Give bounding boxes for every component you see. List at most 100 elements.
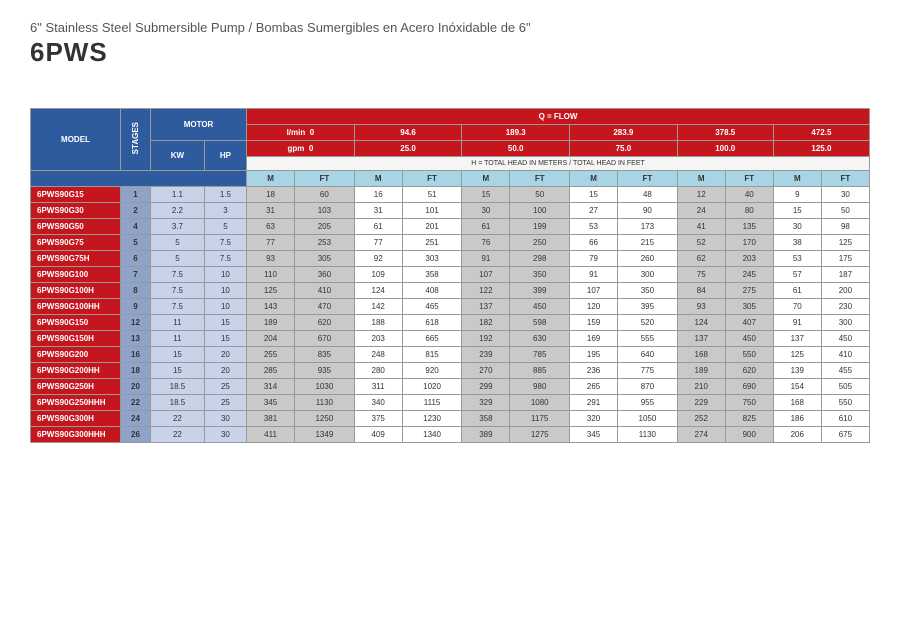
- data-cell: 1230: [402, 411, 462, 427]
- hp-cell: 25: [204, 379, 246, 395]
- data-cell: 815: [402, 347, 462, 363]
- data-cell: 285: [247, 363, 295, 379]
- model-cell: 6PWS90G300HHH: [31, 427, 121, 443]
- stages-cell: 9: [121, 299, 151, 315]
- data-cell: 690: [725, 379, 773, 395]
- hp-cell: 20: [204, 347, 246, 363]
- data-cell: 305: [295, 251, 355, 267]
- stages-cell: 7: [121, 267, 151, 283]
- kw-cell: 5: [151, 251, 205, 267]
- data-cell: 170: [725, 235, 773, 251]
- data-cell: 1340: [402, 427, 462, 443]
- table-row: 6PWS90G200HH1815202859352809202708852367…: [31, 363, 870, 379]
- hp-cell: 15: [204, 315, 246, 331]
- data-cell: 27: [570, 203, 618, 219]
- data-cell: 61: [773, 283, 821, 299]
- flow-col: 378.5: [677, 125, 773, 141]
- data-cell: 53: [773, 251, 821, 267]
- table-row: 6PWS90G10077.510110360109358107350913007…: [31, 267, 870, 283]
- stages-cell: 20: [121, 379, 151, 395]
- data-cell: 358: [462, 411, 510, 427]
- data-cell: 411: [247, 427, 295, 443]
- table-body: 6PWS90G1511.11.5186016511550154812409306…: [31, 187, 870, 443]
- data-cell: 110: [247, 267, 295, 283]
- data-cell: 77: [354, 235, 402, 251]
- table-row: 6PWS90G75557.577253772517625066215521703…: [31, 235, 870, 251]
- table-row: 6PWS90G5043.7563205612016119953173411353…: [31, 219, 870, 235]
- data-cell: 239: [462, 347, 510, 363]
- unit-m: M: [773, 171, 821, 187]
- data-cell: 15: [773, 203, 821, 219]
- kw-cell: 1.1: [151, 187, 205, 203]
- data-cell: 175: [821, 251, 869, 267]
- data-cell: 1115: [402, 395, 462, 411]
- table-row: 6PWS90G300H24223038112503751230358117532…: [31, 411, 870, 427]
- model-cell: 6PWS90G300H: [31, 411, 121, 427]
- data-cell: 620: [295, 315, 355, 331]
- data-cell: 61: [462, 219, 510, 235]
- data-cell: 91: [570, 267, 618, 283]
- table-row: 6PWS90G3022.2331103311013010027902480155…: [31, 203, 870, 219]
- stages-cell: 5: [121, 235, 151, 251]
- model-cell: 6PWS90G250HHH: [31, 395, 121, 411]
- stages-cell: 12: [121, 315, 151, 331]
- hp-cell: 30: [204, 427, 246, 443]
- data-cell: 169: [570, 331, 618, 347]
- unit-ft: FT: [510, 171, 570, 187]
- data-cell: 252: [677, 411, 725, 427]
- data-cell: 274: [677, 427, 725, 443]
- hp-cell: 10: [204, 267, 246, 283]
- model-cell: 6PWS90G75H: [31, 251, 121, 267]
- data-cell: 314: [247, 379, 295, 395]
- kw-cell: 11: [151, 331, 205, 347]
- flow-col: 189.3: [462, 125, 570, 141]
- data-cell: 1349: [295, 427, 355, 443]
- stages-cell: 8: [121, 283, 151, 299]
- data-cell: 173: [618, 219, 678, 235]
- kw-cell: 18.5: [151, 395, 205, 411]
- model-cell: 6PWS90G100HH: [31, 299, 121, 315]
- unit-ft: FT: [821, 171, 869, 187]
- data-cell: 670: [295, 331, 355, 347]
- data-cell: 31: [354, 203, 402, 219]
- data-cell: 835: [295, 347, 355, 363]
- data-cell: 260: [618, 251, 678, 267]
- data-cell: 201: [402, 219, 462, 235]
- data-cell: 195: [570, 347, 618, 363]
- data-cell: 200: [821, 283, 869, 299]
- data-cell: 137: [773, 331, 821, 347]
- data-cell: 62: [677, 251, 725, 267]
- data-cell: 255: [247, 347, 295, 363]
- unit-ft: FT: [295, 171, 355, 187]
- data-cell: 520: [618, 315, 678, 331]
- data-cell: 470: [295, 299, 355, 315]
- kw-cell: 5: [151, 235, 205, 251]
- data-cell: 103: [295, 203, 355, 219]
- data-cell: 91: [773, 315, 821, 331]
- kw-cell: 15: [151, 363, 205, 379]
- data-cell: 31: [247, 203, 295, 219]
- kw-cell: 2.2: [151, 203, 205, 219]
- model-cell: 6PWS90G15: [31, 187, 121, 203]
- flow-col: 25.0: [354, 141, 462, 157]
- model-cell: 6PWS90G150: [31, 315, 121, 331]
- data-cell: 955: [618, 395, 678, 411]
- data-cell: 450: [510, 299, 570, 315]
- data-cell: 236: [570, 363, 618, 379]
- data-cell: 455: [821, 363, 869, 379]
- data-cell: 159: [570, 315, 618, 331]
- flow-col: 472.5: [773, 125, 869, 141]
- data-cell: 245: [725, 267, 773, 283]
- data-cell: 265: [570, 379, 618, 395]
- data-cell: 408: [402, 283, 462, 299]
- data-cell: 410: [295, 283, 355, 299]
- data-cell: 143: [247, 299, 295, 315]
- data-cell: 50: [510, 187, 570, 203]
- data-cell: 187: [821, 267, 869, 283]
- table-row: 6PWS90G150H13111520467020366519263016955…: [31, 331, 870, 347]
- table-row: 6PWS90G75H657.59330592303912987926062203…: [31, 251, 870, 267]
- data-cell: 300: [618, 267, 678, 283]
- data-cell: 505: [821, 379, 869, 395]
- data-cell: 79: [570, 251, 618, 267]
- data-cell: 100: [510, 203, 570, 219]
